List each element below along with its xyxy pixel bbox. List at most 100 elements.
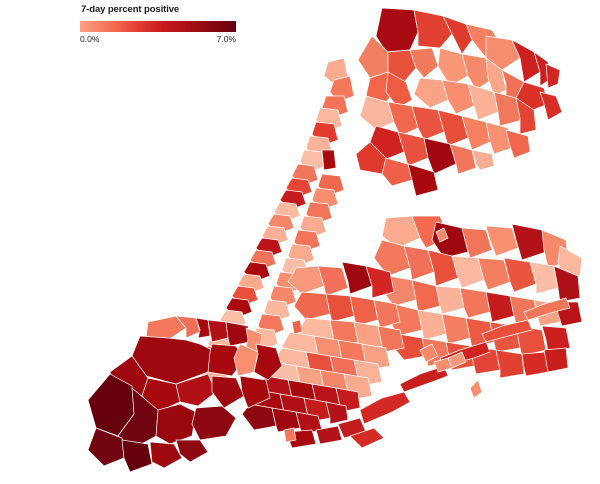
map-region xyxy=(452,256,484,288)
map-region xyxy=(554,266,580,302)
map-region xyxy=(374,240,410,276)
map-region xyxy=(462,116,490,150)
map-region xyxy=(284,428,296,442)
map-region xyxy=(462,228,492,258)
map-region xyxy=(366,266,394,298)
map-region xyxy=(460,288,490,318)
map-region xyxy=(486,226,518,256)
map-region xyxy=(176,316,200,338)
map-region xyxy=(356,142,386,174)
map-region xyxy=(208,320,228,342)
map-region xyxy=(382,158,412,186)
map-region xyxy=(443,16,472,54)
map-region xyxy=(350,296,378,326)
map-region xyxy=(288,266,324,294)
map-region xyxy=(438,48,468,86)
map-region xyxy=(388,50,416,82)
map-region xyxy=(242,404,276,430)
map-region xyxy=(438,110,468,146)
map-region xyxy=(122,440,152,472)
map-region xyxy=(350,428,384,448)
map-region xyxy=(376,8,418,52)
map-region xyxy=(208,344,244,376)
map-region xyxy=(382,216,420,248)
map-region xyxy=(486,122,512,154)
map-region xyxy=(318,266,348,296)
map-regions xyxy=(88,8,582,472)
map-region xyxy=(374,300,400,328)
map-region xyxy=(226,322,250,346)
map-region xyxy=(292,320,302,334)
legend-tick-labels: 0.0% 7.0% xyxy=(80,33,236,45)
map-region xyxy=(326,294,354,322)
map-region xyxy=(342,262,372,294)
map-region xyxy=(512,40,540,82)
map-region xyxy=(330,76,354,102)
map-region xyxy=(468,84,498,120)
map-region xyxy=(192,406,236,440)
map-region xyxy=(414,10,452,48)
map-region xyxy=(530,262,558,294)
map-region xyxy=(196,318,210,338)
map-region xyxy=(408,164,438,196)
map-region xyxy=(424,138,456,174)
legend-color-ramp xyxy=(80,21,236,32)
map-region xyxy=(146,316,186,340)
map-region xyxy=(470,380,482,398)
map-region xyxy=(494,92,522,126)
map-region xyxy=(150,442,182,468)
map-region xyxy=(436,286,464,314)
map-region xyxy=(418,310,446,340)
map-region xyxy=(512,224,546,260)
map-region xyxy=(496,350,524,378)
map-region xyxy=(516,98,536,134)
legend-max-label: 7.0% xyxy=(216,34,236,44)
map-region xyxy=(450,144,476,174)
map-region xyxy=(506,130,530,158)
map-region xyxy=(428,250,458,286)
map-region xyxy=(326,402,348,424)
map-region xyxy=(478,258,510,290)
map-region xyxy=(322,150,336,170)
map-region xyxy=(88,428,124,466)
map-region xyxy=(176,374,216,406)
legend: 7-day percent positive 0.0% 7.0% xyxy=(80,4,240,45)
map-region xyxy=(524,298,570,320)
map-region xyxy=(522,352,548,376)
map-region xyxy=(414,78,448,108)
map-region xyxy=(398,132,428,166)
map-region xyxy=(546,64,560,88)
map-region xyxy=(544,348,568,372)
map-region xyxy=(360,96,394,130)
map-region xyxy=(504,258,536,292)
legend-title: 7-day percent positive xyxy=(81,4,180,15)
map-region xyxy=(486,36,520,70)
map-region xyxy=(212,376,244,408)
map-region xyxy=(156,404,196,444)
map-region xyxy=(254,344,282,380)
map-region xyxy=(462,54,494,90)
map-region xyxy=(420,344,438,362)
map-region xyxy=(234,344,258,376)
map-region xyxy=(378,326,404,352)
map-region xyxy=(486,58,506,96)
map-region xyxy=(486,292,514,322)
map-region xyxy=(386,72,412,108)
map-region xyxy=(442,80,474,114)
map-region xyxy=(240,376,270,408)
map-region xyxy=(540,92,562,120)
map-region xyxy=(388,102,418,136)
map-region xyxy=(294,292,330,320)
map-region xyxy=(412,280,440,312)
map-region xyxy=(316,426,342,444)
map-region xyxy=(436,228,448,242)
map-region xyxy=(472,150,494,170)
map-region xyxy=(442,314,470,344)
legend-min-label: 0.0% xyxy=(80,34,100,44)
map-region xyxy=(176,440,208,462)
map-region xyxy=(404,246,434,280)
map-region xyxy=(410,48,438,78)
map-region xyxy=(448,352,466,368)
map-region xyxy=(412,106,444,140)
